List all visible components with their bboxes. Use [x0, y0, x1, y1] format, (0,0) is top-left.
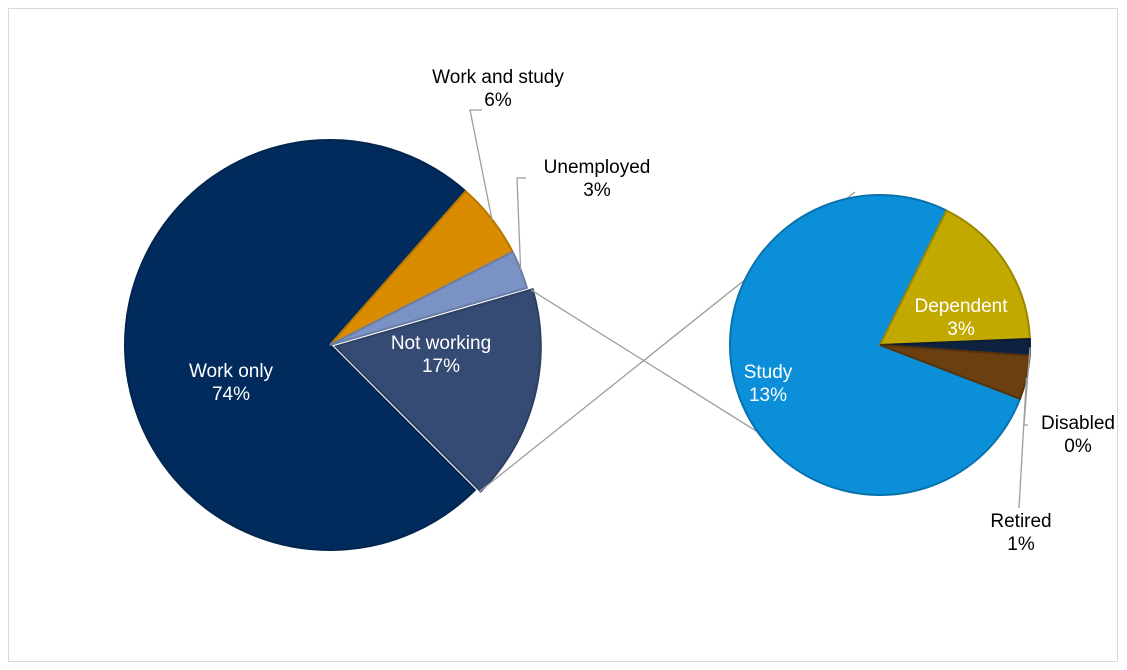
- leader-line-unemployed: [516, 177, 526, 270]
- secondary-pie: [729, 194, 1031, 496]
- main-pie: [124, 139, 542, 551]
- data-label-retired: Retired 1%: [990, 511, 1051, 555]
- leader-line-retired: [1018, 377, 1028, 509]
- data-label-study: Study 13%: [744, 362, 793, 406]
- secondary-slice-dependent: [878, 209, 1031, 347]
- main-slice-unemployed: [329, 250, 529, 346]
- data-label-work-and-study: Work and study 6%: [432, 67, 564, 111]
- data-label-not-working: Not working 17%: [391, 333, 491, 377]
- secondary-slice-study: [729, 194, 1022, 496]
- data-label-disabled: Disabled 0%: [1041, 413, 1115, 457]
- data-label-work-only: Work only 74%: [189, 361, 274, 405]
- main-slice-work-only: [124, 139, 477, 551]
- leader-line-work-and-study: [469, 109, 493, 220]
- data-label-unemployed: Unemployed 3%: [544, 157, 651, 201]
- main-slice-not-working: [333, 288, 542, 493]
- data-label-dependent: Dependent 3%: [915, 296, 1009, 340]
